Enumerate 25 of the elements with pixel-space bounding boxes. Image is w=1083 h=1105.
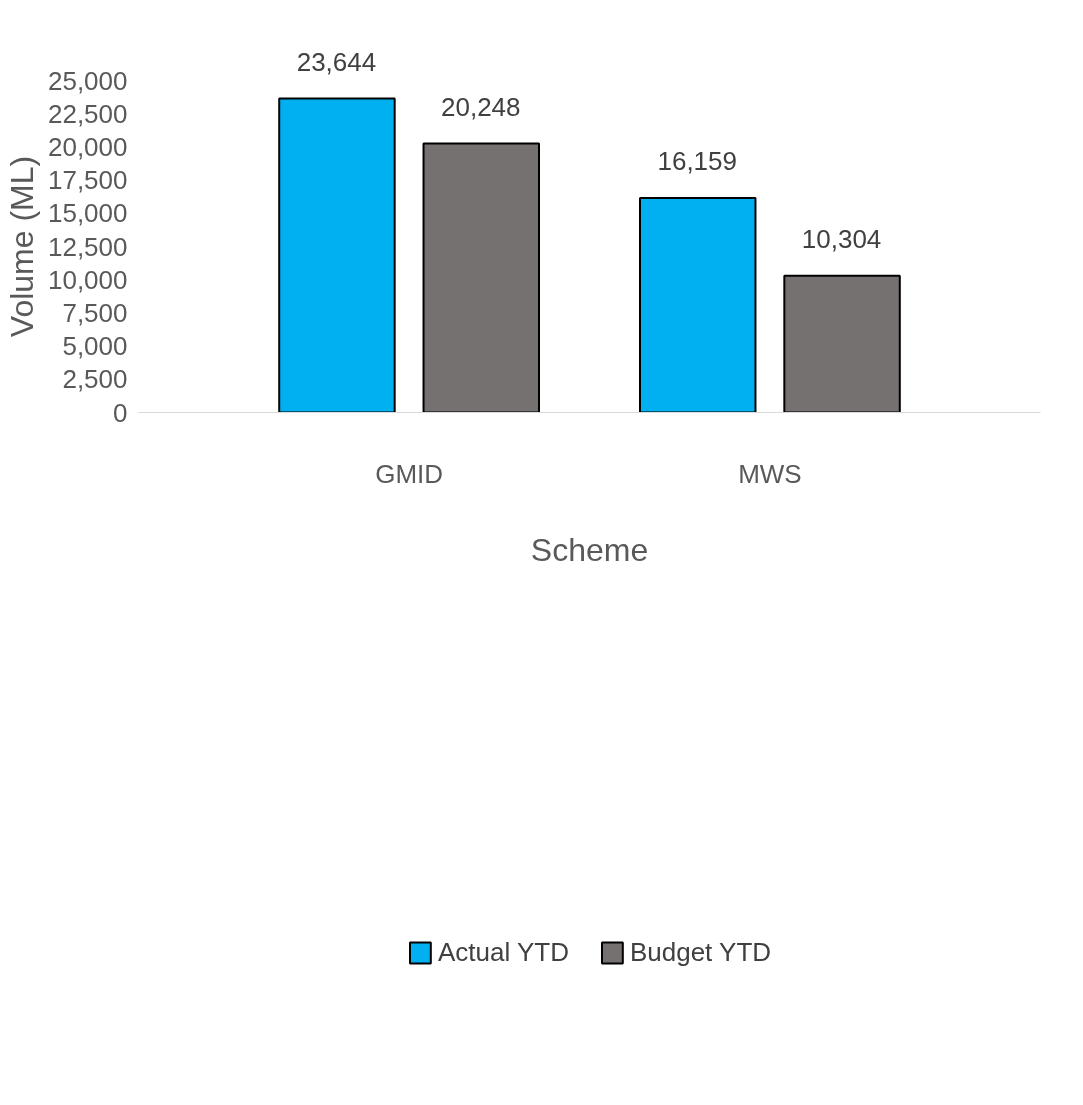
y-tick-label: 12,500: [47, 231, 128, 262]
data-label: 16,159: [657, 146, 737, 178]
data-label: 10,304: [801, 224, 882, 256]
y-tick-label: 20,000: [47, 131, 128, 162]
y-tick-label: 15,000: [47, 198, 128, 229]
data-label: 20,248: [440, 92, 521, 124]
y-axis-title: Volume (ML): [3, 155, 40, 338]
x-tick-label: MWS: [738, 458, 802, 489]
x-tick-label: GMID: [375, 458, 444, 489]
y-tick-label: 10,000: [47, 264, 128, 295]
legend-label: Actual YTD: [437, 936, 569, 968]
bar: [639, 196, 757, 413]
y-tick-label: 7,500: [62, 297, 128, 328]
legend-label: Budget YTD: [629, 936, 772, 968]
x-axis-title: Scheme: [530, 531, 649, 568]
y-tick-label: 25,000: [47, 65, 128, 96]
data-label: 23,644: [296, 47, 377, 78]
bar: [422, 142, 540, 413]
y-tick-label: 22,500: [47, 98, 128, 129]
bar: [278, 97, 396, 413]
y-tick-label: 2,500: [62, 364, 128, 395]
y-tick-label: 5,000: [62, 331, 128, 362]
bar: [783, 274, 901, 413]
y-tick-label: 17,500: [47, 165, 128, 196]
y-tick-label: 0: [113, 397, 128, 428]
